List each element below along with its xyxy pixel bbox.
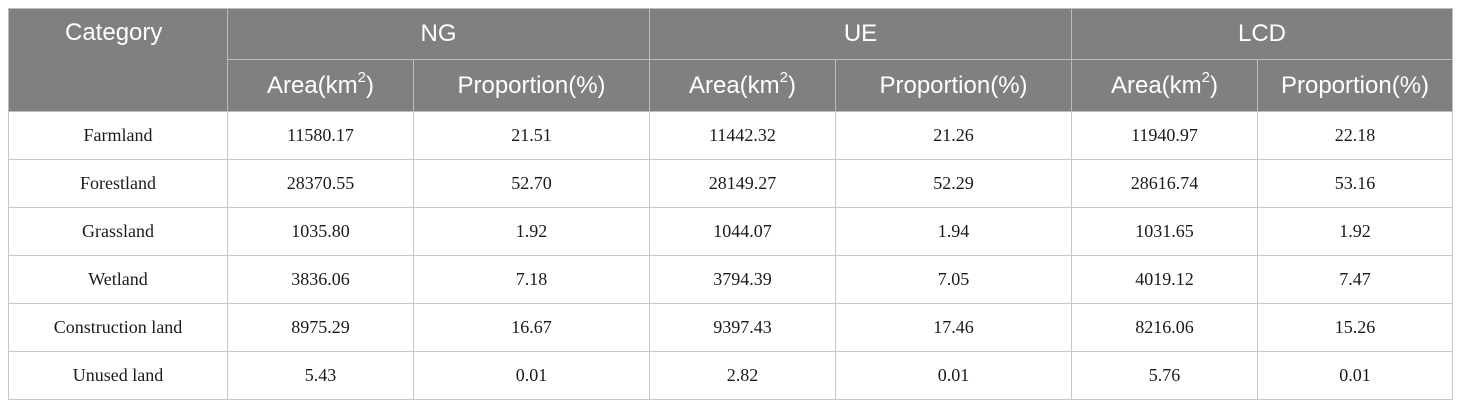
- ue-area-cell: 1044.07: [649, 207, 836, 256]
- ue-proportion-cell: 21.26: [835, 111, 1072, 160]
- land-use-table: Category NG UE LCD Area(km2) Proportion(…: [8, 8, 1454, 400]
- header-row-groups: Category NG UE LCD: [8, 8, 1454, 112]
- ue-proportion-cell: 0.01: [835, 351, 1072, 400]
- area-label-prefix: Area(km: [688, 71, 780, 99]
- area-label-sup: 2: [357, 68, 367, 86]
- lcd-proportion-cell: 15.26: [1256, 303, 1454, 352]
- ng-proportion-cell: 52.70: [413, 159, 650, 208]
- lcd-proportion-cell: 22.18: [1256, 111, 1454, 160]
- header-area-ue: Area(km2): [649, 59, 836, 112]
- area-label-sup: 2: [1201, 68, 1211, 86]
- lcd-proportion-cell: 53.16: [1256, 159, 1454, 208]
- lcd-area-cell: 11940.97: [1071, 111, 1258, 160]
- category-cell: Grassland: [8, 207, 228, 256]
- ue-area-cell: 2.82: [649, 351, 836, 400]
- area-label-suffix: ): [1210, 71, 1219, 99]
- header-area-ng: Area(km2): [227, 59, 414, 112]
- ng-proportion-cell: 1.92: [413, 207, 650, 256]
- header-group-ng: NG: [227, 8, 650, 60]
- area-label-prefix: Area(km: [266, 71, 358, 99]
- category-cell: Farmland: [8, 111, 228, 160]
- header-row-subs: Area(km2) Proportion(%) Area(km2) Propor…: [9, 59, 1454, 112]
- table-row: Farmland 11580.17 21.51 11442.32 21.26 11940.…: [8, 111, 1454, 160]
- header-group-lcd: LCD: [1070, 8, 1454, 60]
- ng-area-cell: 11580.17: [227, 111, 414, 160]
- ue-area-cell: 11442.32: [649, 111, 836, 160]
- ng-area-cell: 3836.06: [227, 255, 414, 304]
- ng-area-cell: 28370.55: [227, 159, 414, 208]
- table-row: Wetland 3836.06 7.18 3794.39 7.05 4019.12 7.47: [8, 255, 1454, 304]
- ue-proportion-cell: 7.05: [835, 255, 1072, 304]
- lcd-proportion-cell: 0.01: [1256, 351, 1454, 400]
- area-label-prefix: Area(km: [1110, 71, 1202, 99]
- header-group-ue: UE: [649, 8, 1072, 60]
- table-row: Grassland 1035.80 1.92 1044.07 1.94 1031.65 1.…: [8, 207, 1454, 256]
- lcd-proportion-cell: 1.92: [1256, 207, 1454, 256]
- header-proportion-ue: Proportion(%): [835, 59, 1072, 112]
- area-label-sup: 2: [779, 68, 789, 86]
- ng-proportion-cell: 21.51: [413, 111, 650, 160]
- area-label-suffix: ): [366, 71, 375, 99]
- lcd-area-cell: 5.76: [1071, 351, 1258, 400]
- ng-proportion-cell: 16.67: [413, 303, 650, 352]
- ue-proportion-cell: 1.94: [835, 207, 1072, 256]
- lcd-proportion-cell: 7.47: [1256, 255, 1454, 304]
- ng-area-cell: 5.43: [227, 351, 414, 400]
- ue-proportion-cell: 17.46: [835, 303, 1072, 352]
- ue-area-cell: 3794.39: [649, 255, 836, 304]
- category-cell: Construction land: [8, 303, 228, 352]
- lcd-area-cell: 28616.74: [1071, 159, 1258, 208]
- category-cell: Forestland: [8, 159, 228, 208]
- ue-area-cell: 28149.27: [649, 159, 836, 208]
- table-container: Category NG UE LCD Area(km2) Proportion(…: [8, 8, 1454, 400]
- table-row: Construction land 8975.29 16.67 9397.43 17.4…: [8, 303, 1454, 352]
- ng-proportion-cell: 7.18: [413, 255, 650, 304]
- table-row: Forestland 28370.55 52.70 28149.27 52.29 2861…: [8, 159, 1454, 208]
- lcd-area-cell: 4019.12: [1071, 255, 1258, 304]
- header-proportion-lcd: Proportion(%): [1256, 59, 1454, 112]
- area-label-suffix: ): [788, 71, 797, 99]
- lcd-area-cell: 8216.06: [1071, 303, 1258, 352]
- ue-proportion-cell: 52.29: [835, 159, 1072, 208]
- table-header: Category NG UE LCD Area(km2) Proportion(…: [8, 8, 1454, 112]
- ng-proportion-cell: 0.01: [413, 351, 650, 400]
- header-proportion-ng: Proportion(%): [413, 59, 650, 112]
- table-row: Unused land 5.43 0.01 2.82 0.01 5.76 0.01: [8, 351, 1454, 400]
- header-area-lcd: Area(km2): [1071, 59, 1258, 112]
- table-body: Farmland 11580.17 21.51 11442.32 21.26 11940.…: [8, 111, 1454, 400]
- category-cell: Unused land: [8, 351, 228, 400]
- header-category: Category: [8, 8, 228, 112]
- ng-area-cell: 1035.80: [227, 207, 414, 256]
- category-cell: Wetland: [8, 255, 228, 304]
- lcd-area-cell: 1031.65: [1071, 207, 1258, 256]
- ng-area-cell: 8975.29: [227, 303, 414, 352]
- ue-area-cell: 9397.43: [649, 303, 836, 352]
